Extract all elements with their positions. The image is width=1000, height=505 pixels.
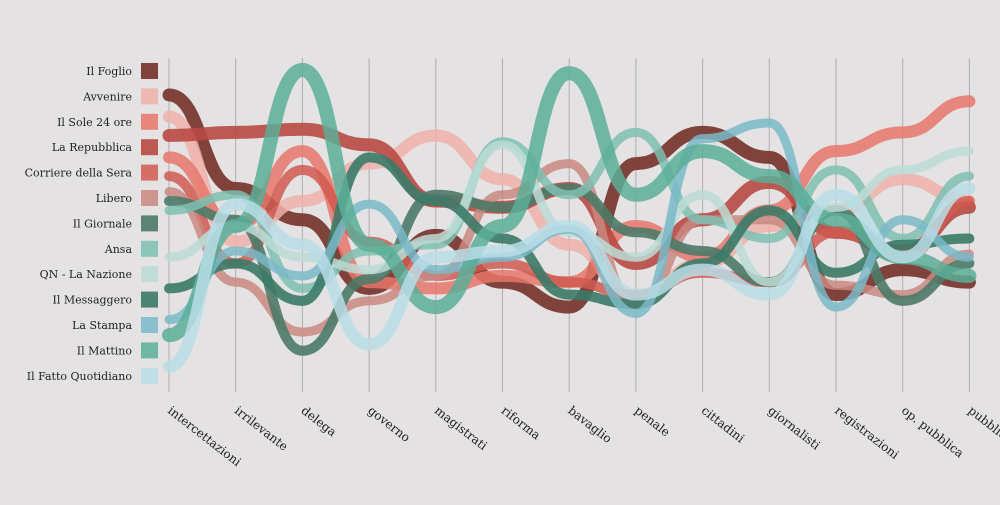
legend-label-ansa: Ansa xyxy=(104,243,133,256)
legend-swatch-ansa xyxy=(141,240,158,257)
x-tick-label-8: cittadini xyxy=(699,403,747,445)
series-lines xyxy=(162,62,977,373)
x-tick-label-4: magistrati xyxy=(432,403,490,453)
legend-label-il-giornale: Il Giornale xyxy=(73,217,132,230)
legend-swatch-la-stampa xyxy=(141,317,158,333)
x-tick-label-3: governo xyxy=(365,403,413,444)
legend-swatch-corriere-della-sera xyxy=(141,164,158,181)
legend-label-la-stampa: La Stampa xyxy=(72,319,132,332)
legend-swatch-il-giornale xyxy=(141,215,158,232)
legend-swatch-il-foglio xyxy=(141,63,158,79)
legend-swatch-qn-la-nazione xyxy=(141,266,158,283)
legend: Il Foglio Avvenire Il Sole 24 ore La Repubb… xyxy=(25,63,158,384)
x-tick-label-7: penale xyxy=(632,403,673,439)
x-tick-label-9: giornalisti xyxy=(765,403,822,452)
legend-label-libero: Libero xyxy=(96,192,133,205)
legend-label-il-mattino: Il Mattino xyxy=(77,344,133,357)
legend-swatch-avvenire xyxy=(141,88,158,105)
legend-label-il-fatto-quotidiano: Il Fatto Quotidiano xyxy=(27,370,133,383)
legend-label-corriere-della-sera: Corriere della Sera xyxy=(25,167,133,180)
x-tick-label-10: registrazioni xyxy=(832,403,902,462)
x-tick-label-6: bavaglio xyxy=(565,403,614,446)
legend-label-qn-la-nazione: QN - La Nazione xyxy=(40,268,132,281)
x-tick-label-11: op. pubblica xyxy=(899,403,967,460)
legend-label-il-foglio: Il Foglio xyxy=(86,65,132,78)
legend-swatch-il-messaggero xyxy=(141,291,158,308)
series-line-libero xyxy=(164,159,974,337)
series-line-il-messaggero xyxy=(164,152,975,310)
legend-label-il-sole-24-ore: Il Sole 24 ore xyxy=(57,116,132,129)
x-tick-label-1: irrilevante xyxy=(232,403,291,453)
legend-swatch-libero xyxy=(141,190,158,206)
x-tick-label-5: riforma xyxy=(499,403,543,442)
legend-swatch-la-repubblica xyxy=(141,139,158,156)
legend-swatch-il-fatto-quotidiano xyxy=(141,367,158,384)
legend-label-avvenire: Avvenire xyxy=(82,90,132,103)
series-line-ansa xyxy=(164,127,974,293)
legend-swatch-il-sole-24-ore xyxy=(141,113,158,130)
legend-label-la-repubblica: La Repubblica xyxy=(52,141,133,154)
x-tick-label-12: pubblicazione xyxy=(966,403,1000,466)
legend-swatch-il-mattino xyxy=(141,342,158,359)
series-line-il-fatto-quotidiano xyxy=(163,182,976,373)
legend-label-il-messaggero: Il Messaggero xyxy=(53,294,133,307)
x-tick-label-2: delega xyxy=(299,403,340,439)
